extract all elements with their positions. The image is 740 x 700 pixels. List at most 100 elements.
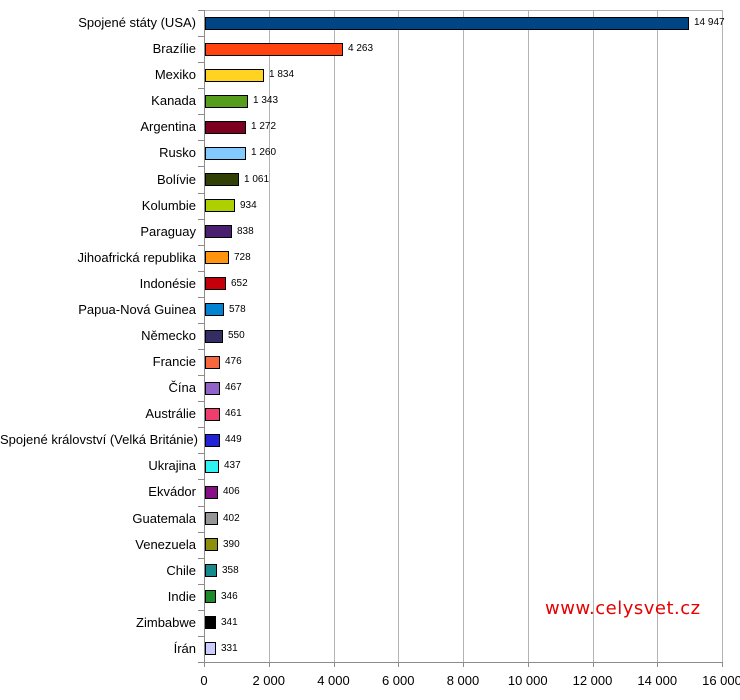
x-tick-label: 4 000 [317,673,350,688]
value-label: 1 260 [251,147,277,158]
value-label: 346 [221,591,238,602]
y-axis-tick [198,636,204,637]
y-axis-tick [198,506,204,507]
category-label: Spojené státy (USA) [78,15,196,30]
y-axis-tick [198,584,204,585]
y-axis-tick [198,349,204,350]
bar [205,121,246,134]
value-label: 358 [222,565,239,576]
gridline-x-6000 [398,10,400,662]
bar [205,251,229,264]
y-axis-tick [198,297,204,298]
category-label: Guatemala [132,511,196,526]
value-label: 449 [225,434,242,445]
y-axis-tick [198,140,204,141]
value-label: 461 [225,408,242,419]
gridline-x-10000 [527,10,529,662]
value-label: 1 061 [244,174,270,185]
bar [205,225,232,238]
y-axis-tick [198,114,204,115]
x-tick-label: 0 [200,673,208,688]
gridline-x-4000 [333,10,335,662]
category-label: Kanada [151,93,196,108]
x-axis-tick [398,663,400,667]
category-label: Ekvádor [148,484,196,499]
y-axis-tick [198,479,204,480]
category-label: Papua-Nová Guinea [78,302,196,317]
value-label: 838 [237,226,254,237]
x-tick-label: 10 000 [507,673,548,688]
y-axis-tick [198,427,204,428]
bar [205,512,218,525]
category-label: Bolívie [156,172,196,187]
bar [205,408,220,421]
category-label: Argentina [140,119,196,134]
value-label: 652 [231,278,248,289]
value-label: 476 [225,356,242,367]
x-tick-label: 16 000 [702,673,740,688]
y-axis-tick [198,558,204,559]
category-label: Zimbabwe [136,615,196,630]
gridline-x-16000 [722,10,723,662]
category-label: Brazílie [152,41,196,56]
bar [205,460,219,473]
gridline-x-12000 [592,10,594,662]
value-label: 550 [228,330,245,341]
category-label: Mexiko [154,67,196,82]
bar [205,277,226,290]
x-axis-tick [722,663,723,667]
value-label: 341 [221,617,238,628]
y-axis-tick [198,610,204,611]
x-tick-label: 14 000 [637,673,678,688]
value-label: 934 [240,200,257,211]
y-axis-tick [198,323,204,324]
bar [205,382,220,395]
y-axis-tick [198,532,204,533]
value-label: 406 [223,486,240,497]
y-axis-tick [198,375,204,376]
y-axis-line [204,10,205,662]
bar [205,147,246,160]
y-axis-tick [198,36,204,37]
x-axis-tick [527,663,529,667]
category-label: Německo [141,328,196,343]
y-axis-tick [198,166,204,167]
value-label: 4 263 [348,43,374,54]
bar [205,590,216,603]
y-axis-tick [198,401,204,402]
bar [205,199,235,212]
y-axis-tick [198,62,204,63]
value-label: 402 [223,513,240,524]
bar [205,642,216,655]
bar [205,356,220,369]
value-label: 331 [221,643,238,654]
y-axis-tick [198,271,204,272]
bar [205,173,239,186]
x-axis-line [204,662,723,663]
x-axis-tick [268,663,270,667]
x-axis-tick [463,663,464,667]
value-label: 1 834 [269,69,295,80]
bar [205,486,218,499]
value-label: 14 947 [694,17,725,28]
value-label: 467 [225,382,242,393]
bar [205,434,220,447]
category-label: Paraguay [140,224,196,239]
y-axis-tick [198,193,204,194]
category-label: Jihoafrická republika [77,250,196,265]
category-label: Indonésie [139,276,196,291]
bar [205,538,218,551]
category-label: Rusko [159,145,196,160]
bar [205,95,248,108]
x-tick-label: 12 000 [572,673,613,688]
value-label: 578 [229,304,246,315]
bar [205,43,343,56]
x-axis-tick [204,663,205,667]
category-label: Chile [166,563,196,578]
bar [205,616,216,629]
y-axis-tick [198,245,204,246]
category-label: Venezuela [135,537,196,552]
bar [205,564,217,577]
x-axis-tick [592,663,594,667]
